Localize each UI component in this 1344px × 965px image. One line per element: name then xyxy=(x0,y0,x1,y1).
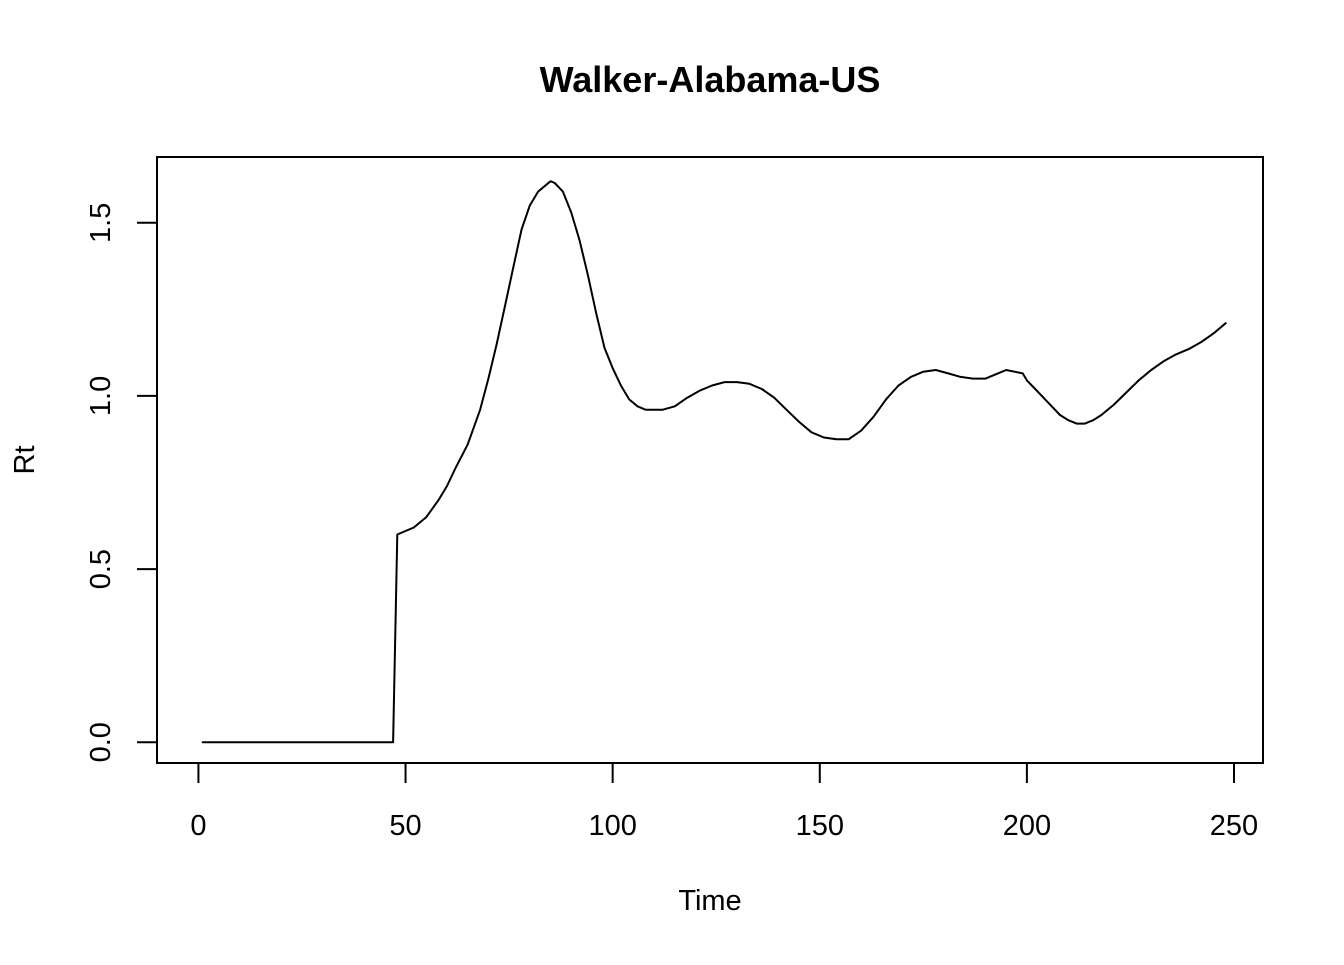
x-tick-label: 50 xyxy=(389,810,421,842)
x-tick-label: 0 xyxy=(190,810,206,842)
y-tick-label: 0.0 xyxy=(85,722,117,762)
y-tick-label: 0.5 xyxy=(85,549,117,589)
x-tick-label: 200 xyxy=(1003,810,1051,842)
y-axis-label: Rt xyxy=(9,446,41,475)
series-line-0 xyxy=(201,180,1227,744)
chart-title: Walker-Alabama-US xyxy=(540,59,881,100)
plot-frame xyxy=(156,156,1264,764)
series-layer xyxy=(201,180,1227,744)
y-axis: 0.0 0.5 1.0 1.5 xyxy=(85,203,158,762)
x-axis-label: Time xyxy=(678,885,741,917)
x-axis: 0 50 100 150 200 250 xyxy=(190,762,1258,842)
y-tick-label: 1.5 xyxy=(85,203,117,243)
x-tick-label: 150 xyxy=(796,810,844,842)
y-tick-label: 1.0 xyxy=(85,376,117,416)
x-tick-label: 100 xyxy=(588,810,636,842)
x-tick-label: 250 xyxy=(1210,810,1258,842)
